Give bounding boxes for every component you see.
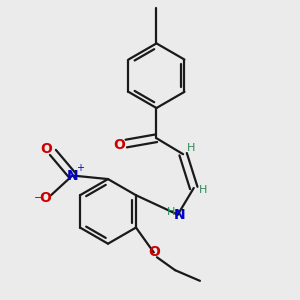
Text: +: + (76, 164, 84, 173)
Text: −: − (34, 193, 44, 203)
Text: H: H (199, 184, 208, 195)
Text: H: H (187, 143, 195, 153)
Text: N: N (174, 208, 185, 222)
Text: O: O (113, 138, 125, 152)
Text: O: O (40, 142, 52, 156)
Text: N: N (67, 169, 78, 182)
Text: O: O (39, 191, 51, 205)
Text: H: H (167, 207, 175, 217)
Text: O: O (148, 245, 160, 260)
